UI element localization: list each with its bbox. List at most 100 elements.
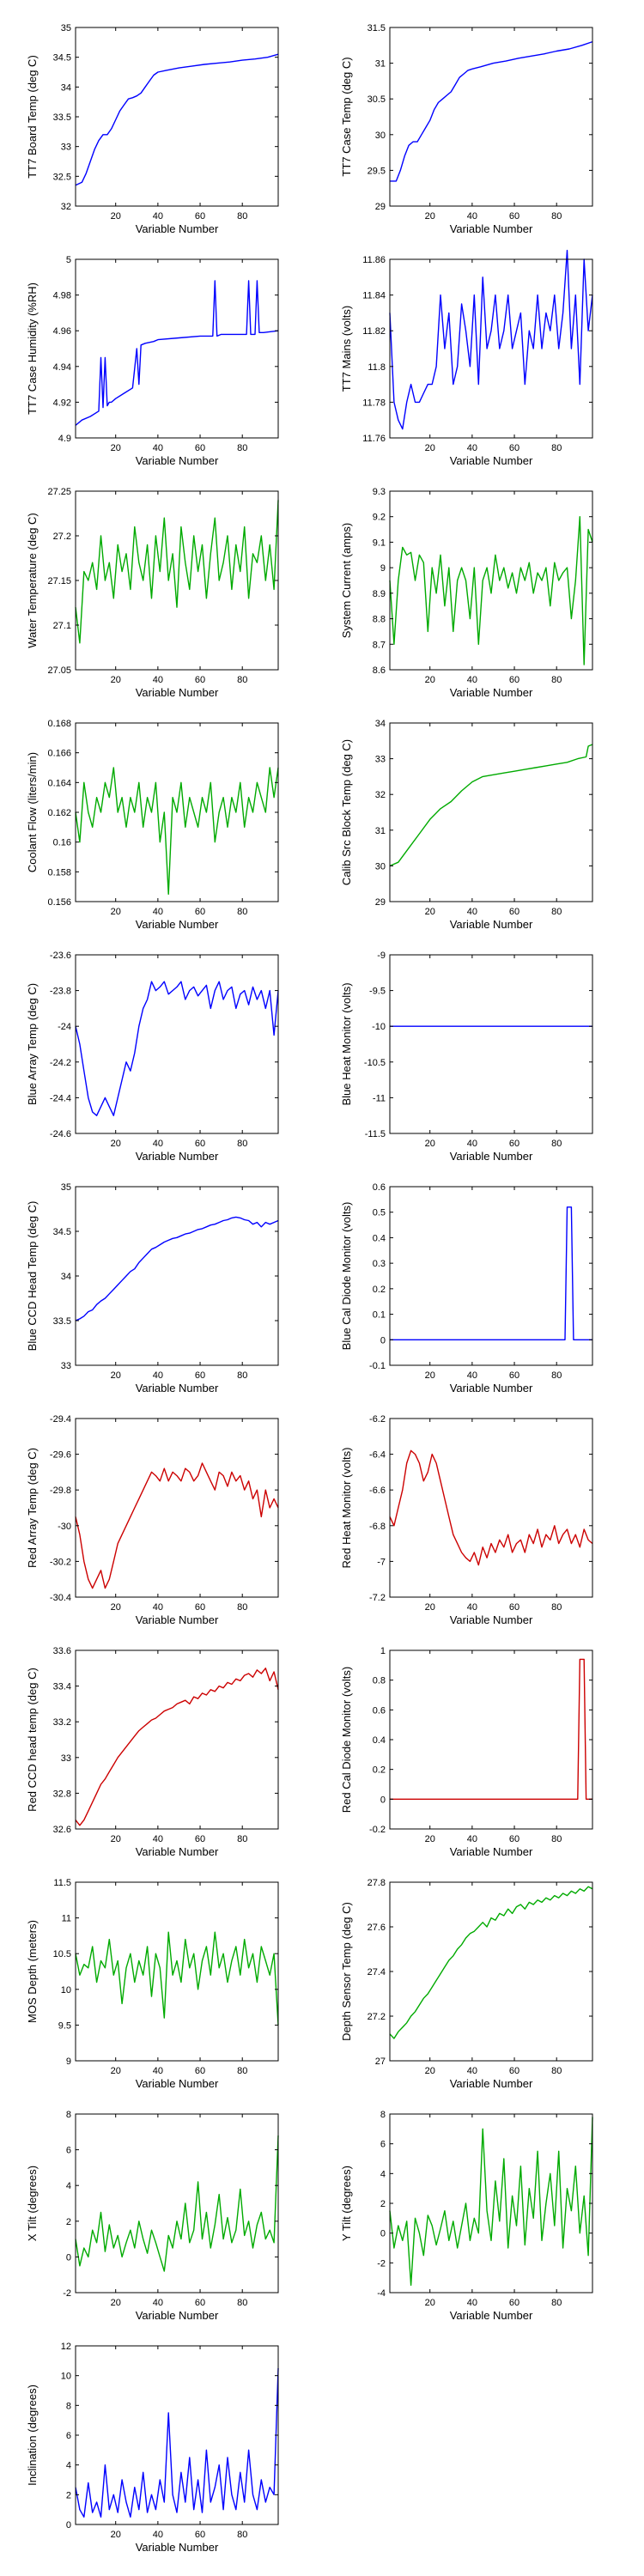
series-line — [390, 40, 593, 182]
y-axis-label: Red Array Temp (deg C) — [26, 1448, 39, 1568]
x-tick-label: 60 — [195, 675, 205, 685]
y-tick-label: 27.2 — [53, 532, 71, 542]
y-tick-label: 32 — [375, 790, 386, 800]
y-tick-label: 11.84 — [362, 291, 386, 301]
y-tick-label: 30 — [375, 131, 386, 141]
y-tick-label: 33.2 — [53, 1717, 71, 1728]
y-tick-label: 4.96 — [53, 326, 71, 337]
series-line — [75, 981, 279, 1116]
x-axis-label: Variable Number — [136, 2077, 219, 2090]
subplot-11: 20 40 60 80 33 33.5 34 34.5 35 Variable Number Blu… — [26, 1182, 279, 1394]
y-axis-label: TT7 Mains (volts) — [340, 306, 353, 392]
series-line — [390, 1206, 592, 1341]
x-axis-label: Variable Number — [450, 1382, 533, 1394]
series-line — [75, 500, 279, 644]
y-tick-label: 0 — [66, 2520, 71, 2530]
x-tick-label: 60 — [195, 443, 205, 453]
axes-frame — [389, 258, 593, 439]
y-tick-label: 30.5 — [368, 94, 386, 105]
axes-frame — [389, 2113, 593, 2293]
y-tick-label: 11.86 — [362, 255, 386, 265]
subplot-2: 20 40 60 80 29 29.5 30 30.5 31 31.5 Variable Numbe… — [340, 23, 593, 235]
y-axis-label: Red Heat Monitor (volts) — [340, 1448, 353, 1569]
x-tick-label: 40 — [467, 211, 477, 222]
y-tick-label: 27.6 — [368, 1923, 386, 1933]
x-tick-label: 60 — [195, 1834, 205, 1844]
y-tick-label: -30.4 — [50, 1593, 71, 1603]
x-tick-label: 20 — [111, 1370, 121, 1381]
x-tick-label: 40 — [153, 907, 163, 917]
axes-frame — [389, 27, 593, 207]
series-line — [389, 744, 593, 867]
y-tick-label: 0.158 — [47, 867, 71, 878]
y-tick-label: 0.5 — [373, 1208, 386, 1218]
x-tick-label: 60 — [195, 1602, 205, 1613]
subplot-19: 20 40 60 80 -2 0 2 4 6 8 Variable Number X Tilt (de… — [26, 2110, 279, 2322]
x-axis-label: Variable Number — [136, 686, 219, 699]
subplot-3: 20 40 60 80 4.9 4.92 4.94 4.96 4.98 5 Variable Num… — [26, 255, 279, 467]
y-tick-label: 0.156 — [47, 897, 71, 908]
y-tick-label: -24.4 — [50, 1093, 71, 1103]
series-line — [75, 1668, 279, 1826]
y-tick-label: 31.5 — [368, 23, 386, 33]
x-tick-label: 40 — [467, 443, 477, 453]
y-tick-label: 0 — [380, 1335, 386, 1346]
y-tick-label: 2 — [66, 2490, 71, 2500]
x-tick-label: 80 — [237, 1602, 247, 1613]
axes-frame — [389, 1418, 593, 1598]
y-tick-label: -10.5 — [364, 1058, 386, 1068]
y-axis-label: X Tilt (degrees) — [26, 2166, 39, 2241]
y-tick-label: 2 — [66, 2217, 71, 2227]
x-tick-label: 40 — [467, 907, 477, 917]
subplot-16: 20 40 60 80 -0.2 0 0.2 0.4 0.6 0.8 1 Variable Numbe… — [340, 1646, 593, 1858]
x-tick-label: 80 — [237, 443, 247, 453]
y-axis-label: Red Cal Diode Monitor (volts) — [340, 1667, 353, 1814]
y-tick-label: 33.6 — [53, 1646, 71, 1656]
series-line — [75, 1462, 279, 1589]
y-tick-label: -7.2 — [369, 1593, 386, 1603]
x-axis-label: Variable Number — [450, 686, 533, 699]
y-tick-label: 0 — [66, 2252, 71, 2263]
y-axis-label: Blue Array Temp (deg C) — [26, 983, 39, 1105]
y-tick-label: 11.8 — [368, 362, 386, 373]
x-tick-label: 60 — [509, 211, 519, 222]
y-tick-label: -23.8 — [50, 987, 71, 997]
y-tick-label: 0.164 — [47, 778, 71, 788]
y-tick-label: 34 — [61, 1272, 71, 1282]
axes-frame — [75, 1649, 279, 1830]
x-tick-label: 60 — [509, 1602, 519, 1613]
y-tick-label: 32.6 — [53, 1825, 71, 1835]
subplot-7: 20 40 60 80 0.156 0.158 0.16 0.162 0.164 0.166 0.1… — [26, 719, 279, 931]
y-tick-label: 31 — [375, 59, 386, 70]
y-tick-label: 5 — [66, 255, 71, 265]
y-tick-label: 11.82 — [362, 326, 386, 337]
x-axis-label: Variable Number — [136, 1845, 219, 1858]
series-line — [75, 2367, 279, 2518]
x-tick-label: 40 — [467, 1834, 477, 1844]
y-axis-label: Blue Heat Monitor (volts) — [340, 982, 353, 1105]
x-tick-label: 40 — [153, 2298, 163, 2308]
x-tick-label: 20 — [111, 1602, 121, 1613]
y-tick-label: -11.5 — [365, 1129, 386, 1139]
series-line — [389, 1886, 593, 2039]
y-tick-label: 33 — [61, 1753, 71, 1764]
y-tick-label: -6.2 — [369, 1414, 386, 1425]
y-tick-label: 9.5 — [58, 2020, 71, 2031]
y-tick-label: 34.5 — [53, 53, 71, 64]
x-tick-label: 20 — [425, 1834, 435, 1844]
y-tick-label: 27 — [375, 2057, 386, 2067]
y-tick-label: 33 — [61, 143, 71, 153]
subplot-10: 20 40 60 80 -11.5 -11 -10.5 -10 -9.5 -9 Variable N… — [340, 951, 593, 1163]
y-tick-label: 0.8 — [373, 1676, 386, 1686]
x-tick-label: 20 — [111, 2530, 121, 2540]
y-axis-label: Inclination (degrees) — [26, 2385, 39, 2486]
y-axis-label: TT7 Case Temp (deg C) — [340, 57, 353, 176]
y-tick-label: -11 — [373, 1093, 386, 1103]
axes-frame — [389, 954, 593, 1134]
y-tick-label: 8.8 — [373, 615, 386, 625]
y-axis-label: Water Temperature (deg C) — [26, 513, 39, 648]
y-tick-label: -24 — [58, 1022, 71, 1032]
y-tick-label: 8.7 — [373, 640, 386, 650]
subplot-21: 20 40 60 80 0 2 4 6 8 10 12 Variable Number Inclinat… — [26, 2342, 279, 2554]
x-tick-label: 20 — [111, 443, 121, 453]
